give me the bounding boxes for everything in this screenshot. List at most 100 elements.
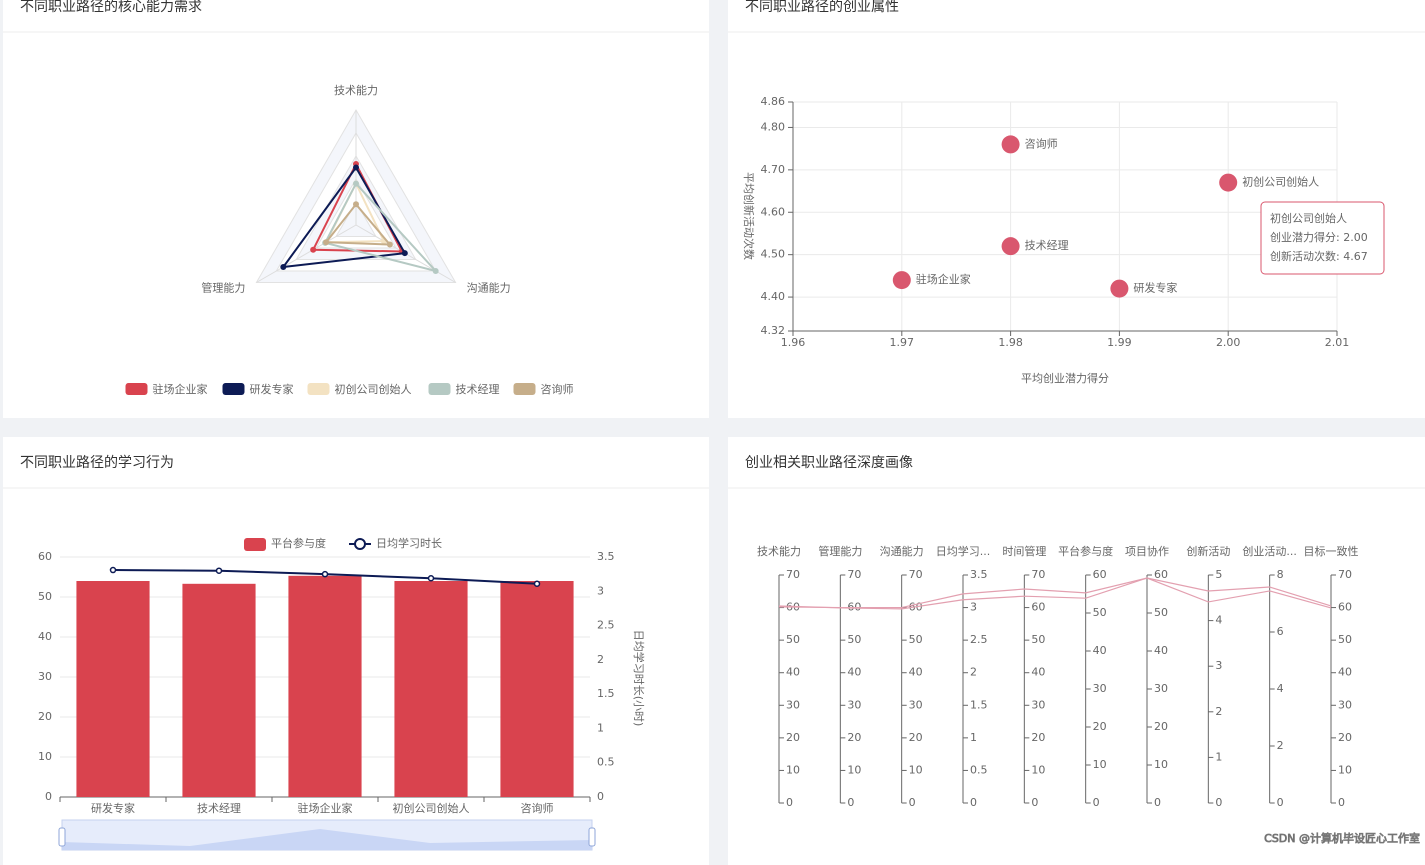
tooltip-line: 创业潜力得分: 2.00 — [1270, 230, 1368, 244]
legend-label: 技术经理 — [456, 383, 500, 396]
y2-tick-label: 2.5 — [597, 619, 615, 632]
axis-tick-label: 0 — [1338, 796, 1345, 809]
axis-tick-label: 10 — [1338, 763, 1352, 776]
axis-tick-label: 2 — [1277, 739, 1284, 752]
axis-tick-label: 70 — [786, 568, 800, 581]
y-tick-label: 4.60 — [761, 205, 786, 218]
axis-tick-label: 0 — [1031, 796, 1038, 809]
axis-tick-label: 0 — [1093, 796, 1100, 809]
y2-tick-label: 3.5 — [597, 550, 615, 563]
legend-swatch — [125, 383, 148, 395]
y-tick-label: 30 — [38, 670, 52, 683]
axis-tick-label: 50 — [909, 633, 923, 646]
bar — [288, 575, 362, 797]
axis-tick-label: 2.5 — [970, 633, 988, 646]
axis-tick-label: 4 — [1277, 682, 1284, 695]
point-label: 初创公司创始人 — [1242, 175, 1319, 189]
tooltip-box — [1260, 201, 1385, 275]
axis-tick-label: 2 — [1215, 705, 1222, 718]
bar — [500, 581, 574, 797]
indicator-label: 管理能力 — [201, 281, 245, 295]
legend-label: 驻场企业家 — [153, 382, 208, 396]
y-tick-label: 20 — [38, 710, 52, 723]
panel-title: 不同职业路径的学习行为 — [20, 455, 174, 471]
bar — [182, 583, 256, 797]
point-label: 咨询师 — [1025, 136, 1058, 150]
legend-label: 研发专家 — [250, 382, 294, 396]
legend-label: 平台参与度 — [271, 536, 326, 550]
y-axis-label: 平均创新活动次数 — [742, 172, 756, 260]
legend-label: 初创公司创始人 — [335, 382, 412, 396]
radar-point — [353, 180, 359, 187]
radar-point — [353, 201, 359, 208]
axis-tick-label: 40 — [786, 666, 800, 679]
axis-tick-label: 10 — [847, 763, 861, 776]
axis-tick-label: 30 — [1154, 682, 1168, 695]
x-tick-label: 咨询师 — [521, 801, 554, 815]
line-point — [109, 566, 117, 574]
axis-name: 管理能力 — [818, 544, 862, 558]
axis-name: 项目协作 — [1125, 544, 1169, 558]
axis-tick-label: 70 — [1031, 568, 1045, 581]
legend-swatch — [354, 538, 366, 550]
tooltip-title: 初创公司创始人 — [1270, 211, 1347, 225]
radar-point — [323, 239, 330, 246]
radar-point — [432, 268, 439, 274]
axis-name: 日均学习... — [936, 544, 991, 558]
axis-tick-label: 50 — [847, 633, 861, 646]
scatter-point — [1001, 237, 1020, 256]
radar-line — [323, 181, 439, 273]
line-point — [533, 580, 541, 587]
x-tick-label: 1.96 — [781, 336, 806, 349]
y2-tick-label: 1.5 — [597, 687, 615, 700]
bar — [76, 581, 150, 797]
zoom-handle[interactable] — [58, 827, 66, 847]
parallel-line — [778, 577, 1332, 609]
y2-tick-label: 1 — [597, 721, 604, 734]
line-point — [427, 575, 435, 582]
panel-title: 创业相关职业路径深度画像 — [745, 455, 913, 471]
axis-tick-label: 4 — [1215, 614, 1222, 627]
axis-tick-label: 8 — [1277, 568, 1284, 581]
data-zoom[interactable] — [58, 819, 596, 851]
axis-tick-label: 20 — [1031, 731, 1045, 744]
axis-tick-label: 0 — [1277, 796, 1284, 809]
axis-tick-label: 40 — [1154, 644, 1168, 657]
y2-tick-label: 2 — [597, 653, 604, 666]
x-tick-label: 2.01 — [1325, 336, 1350, 349]
x-tick-label: 1.97 — [890, 336, 915, 349]
axis-tick-label: 0 — [847, 796, 854, 809]
axis-tick-label: 50 — [1093, 606, 1107, 619]
axis-tick-label: 3 — [970, 601, 977, 614]
y-tick-label: 4.32 — [761, 324, 786, 337]
radar-point — [310, 246, 317, 253]
axis-tick-label: 10 — [909, 763, 923, 776]
axis-name: 平台参与度 — [1058, 544, 1113, 558]
legend-swatch — [428, 383, 451, 395]
scatter-point — [1110, 279, 1129, 298]
axis-tick-label: 60 — [1154, 568, 1168, 581]
indicator-label: 沟通能力 — [467, 281, 511, 295]
axis-tick-label: 3 — [1215, 659, 1222, 672]
y-tick-label: 4.50 — [761, 248, 786, 261]
axis-tick-label: 40 — [1031, 666, 1045, 679]
zoom-shadow — [62, 829, 592, 850]
parallel-line — [778, 577, 1332, 610]
axis-tick-label: 70 — [847, 568, 861, 581]
point-label: 研发专家 — [1133, 281, 1177, 295]
axis-tick-label: 30 — [909, 698, 923, 711]
scatter-point — [1219, 173, 1238, 192]
axis-tick-label: 0 — [786, 796, 793, 809]
bar — [394, 581, 468, 797]
axis-tick-label: 1 — [1215, 750, 1222, 763]
radar-point — [401, 250, 408, 257]
axis-tick-label: 1 — [970, 731, 977, 744]
zoom-handle[interactable] — [588, 827, 596, 847]
axis-tick-label: 0 — [1215, 796, 1222, 809]
radar-point — [386, 241, 393, 248]
y-tick-label: 4.86 — [761, 95, 786, 108]
panel — [728, 437, 1425, 865]
legend-swatch — [222, 383, 245, 395]
legend-label: 日均学习时长 — [376, 536, 442, 550]
axis-tick-label: 20 — [1338, 731, 1352, 744]
